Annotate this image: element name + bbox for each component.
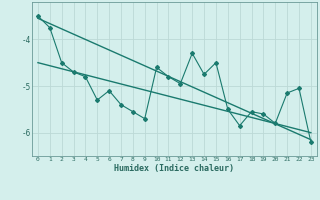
X-axis label: Humidex (Indice chaleur): Humidex (Indice chaleur) [115,164,234,173]
